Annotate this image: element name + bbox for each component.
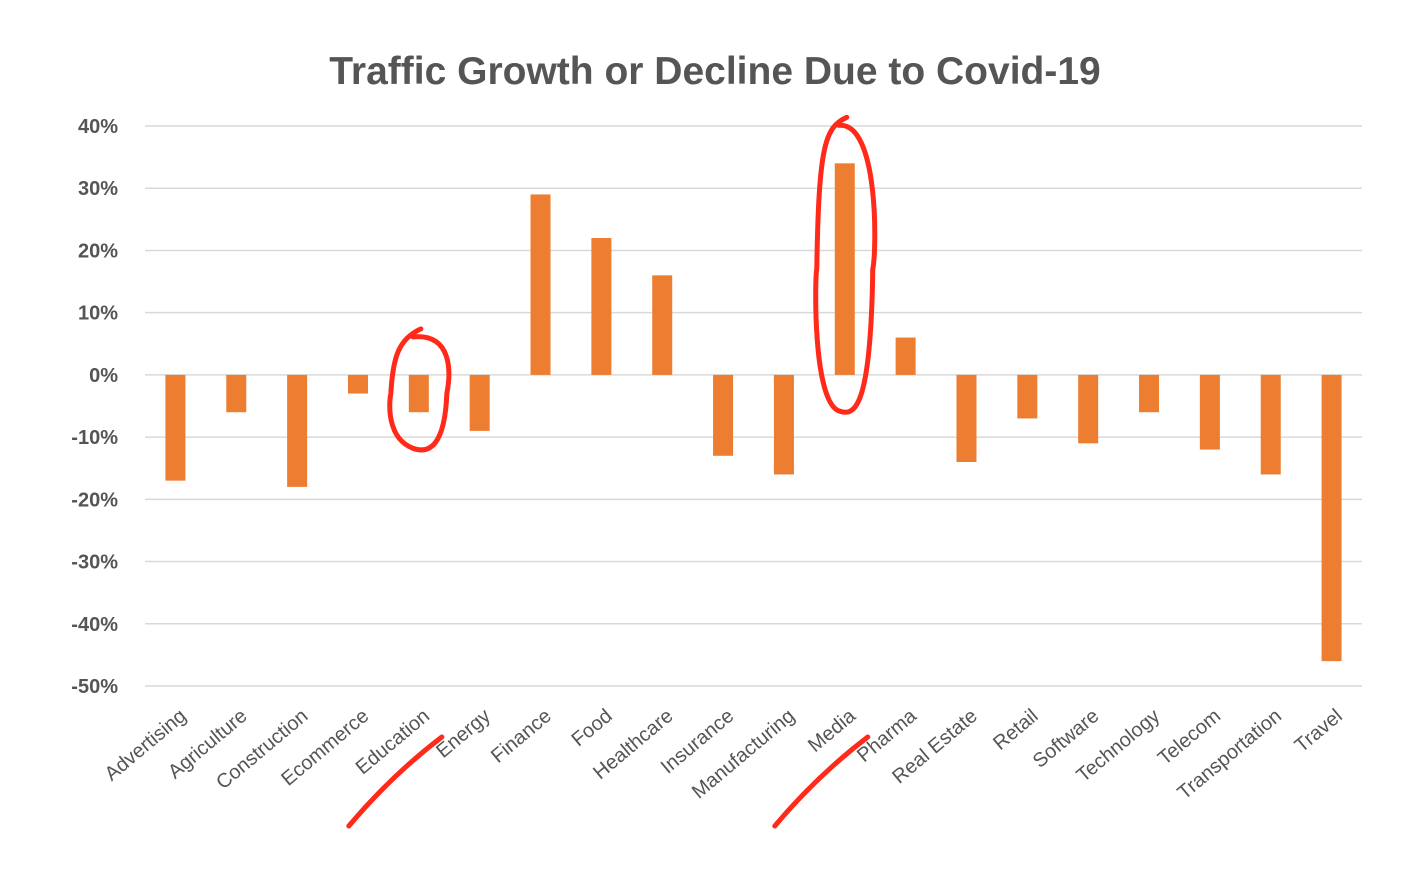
annotation-circle-media (813, 114, 878, 415)
bar-agriculture (226, 374, 247, 413)
bar-media (834, 163, 855, 375)
x-tick-label: Finance (487, 705, 556, 768)
y-tick-label: 10% (78, 303, 118, 325)
bar-pharma (895, 337, 916, 375)
x-tick-label: Retail (989, 705, 1042, 755)
bar-travel (1321, 374, 1342, 662)
bar-insurance (713, 374, 734, 456)
y-tick-label: 20% (78, 240, 118, 262)
bar-technology (1139, 374, 1160, 413)
y-tick-label: 0% (89, 365, 118, 387)
y-tick-label: -20% (71, 489, 118, 511)
gridlines (145, 125, 1362, 687)
bar-retail (1017, 374, 1038, 419)
x-tick-label: Travel (1291, 705, 1347, 757)
bar-advertising (165, 374, 186, 481)
bar-software (1078, 374, 1099, 444)
bar-education (408, 374, 429, 413)
annotation-underline-education (346, 734, 445, 829)
bar-energy (469, 374, 490, 431)
x-tick-label: Energy (432, 705, 495, 763)
y-tick-label: -40% (71, 614, 118, 636)
bar-manufacturing (773, 374, 794, 475)
x-tick-label: Transportation (1174, 705, 1286, 804)
hand-annotations (346, 114, 878, 829)
y-tick-label: 40% (78, 116, 118, 138)
y-tick-label: -50% (71, 676, 118, 698)
y-tick-label: 30% (78, 178, 118, 200)
x-axis-ticks: AdvertisingAgricultureConstructionEcomme… (101, 704, 1347, 804)
y-tick-label: -30% (71, 552, 118, 574)
bar-construction (287, 374, 308, 487)
bar-finance (530, 194, 551, 375)
bar-ecommerce (347, 374, 368, 394)
bar-food (591, 238, 612, 375)
chart-title: Traffic Growth or Decline Due to Covid-1… (329, 50, 1100, 93)
bar-healthcare (652, 275, 673, 375)
bar-transportation (1260, 374, 1281, 475)
x-tick-label: Manufacturing (688, 705, 799, 803)
annotation-underline-media (772, 734, 871, 829)
x-tick-label: Food (568, 705, 617, 751)
y-tick-label: -10% (71, 427, 118, 449)
bar-telecom (1199, 374, 1220, 450)
bar-real-estate (956, 374, 977, 462)
bars (165, 163, 1342, 662)
annotation-circle-education (387, 326, 452, 453)
y-axis-ticks: 40% 30% 20% 10% 0% -10% -20% -30% -40% -50% (71, 116, 118, 698)
